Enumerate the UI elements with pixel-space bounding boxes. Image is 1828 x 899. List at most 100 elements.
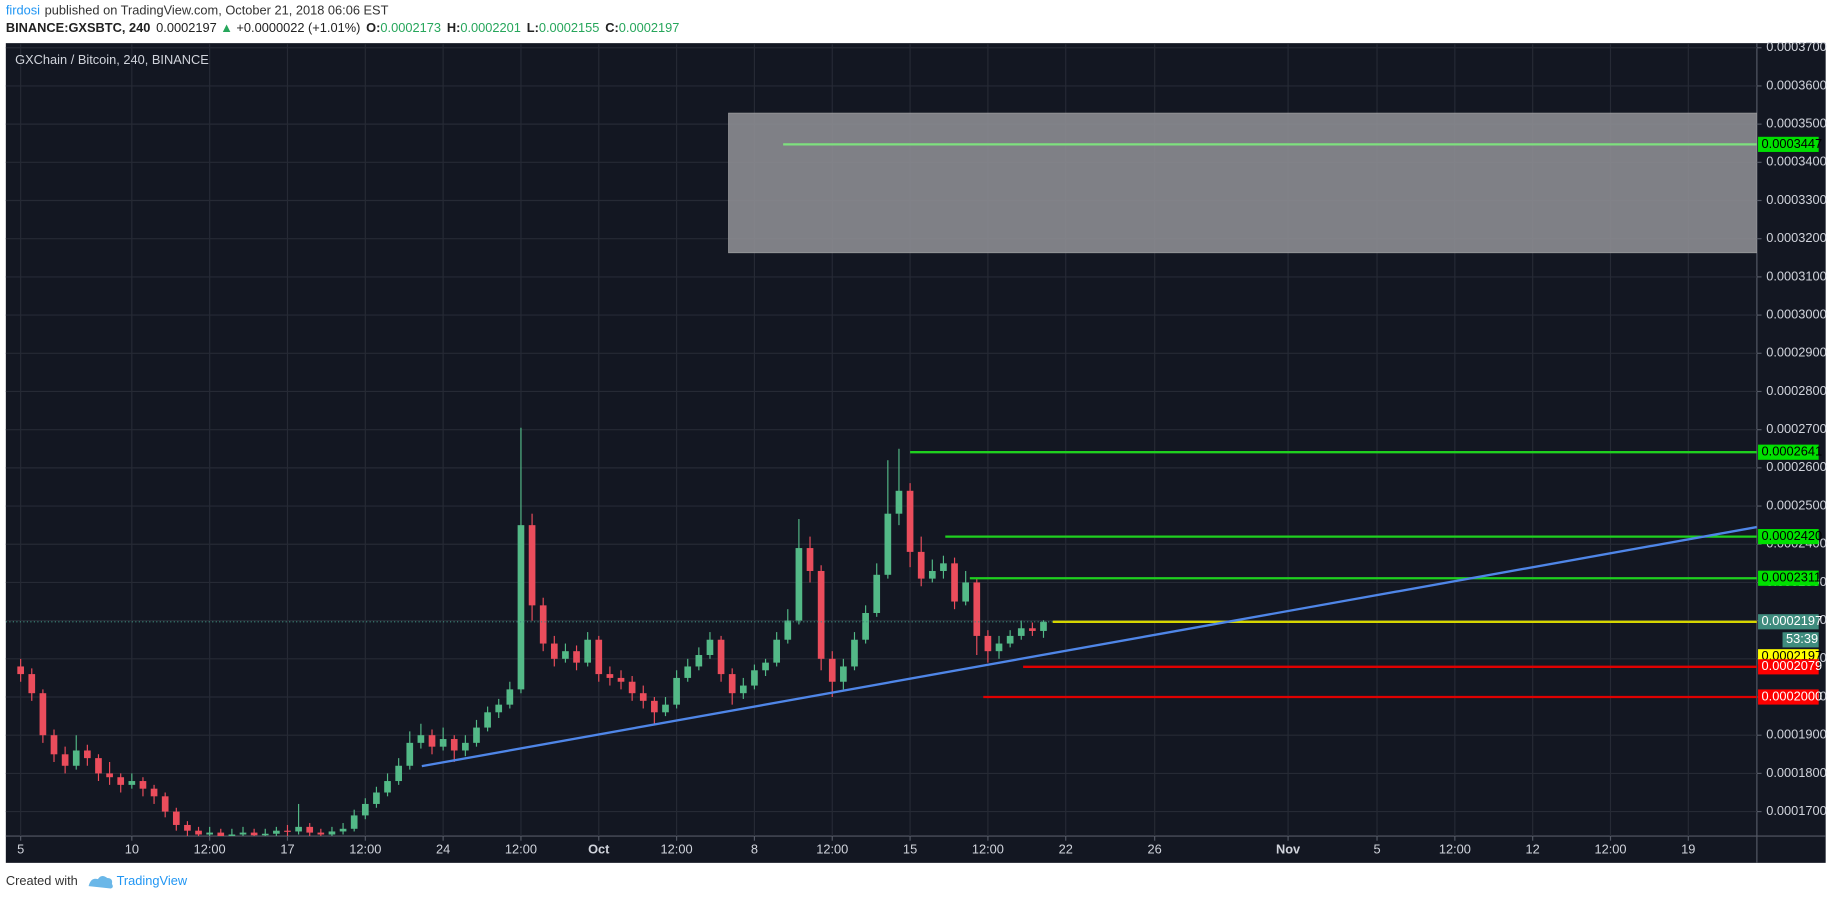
candle-body xyxy=(384,781,391,793)
candle-body xyxy=(806,548,814,571)
x-tick-label: 15 xyxy=(903,841,917,856)
y-tick-label: 0.0003600 xyxy=(1766,77,1827,92)
level-price-text: 0.0003447 xyxy=(1762,136,1823,151)
ohlc-label: L: xyxy=(527,21,539,36)
x-tick-label: 19 xyxy=(1681,841,1695,856)
level-price-label xyxy=(1758,136,1819,152)
candle-body xyxy=(373,792,380,804)
candle-body xyxy=(762,662,769,671)
x-tick-label: 10 xyxy=(125,841,139,856)
candle-body xyxy=(940,563,947,571)
level-price-text: 0.0002311 xyxy=(1762,570,1822,585)
x-tick-label: 12:00 xyxy=(505,841,537,856)
published: published on TradingView.com, October 21… xyxy=(45,3,389,18)
created-with: Created with xyxy=(6,873,78,888)
y-tick-label: 0.0003200 xyxy=(1766,230,1827,245)
candle-body xyxy=(1040,621,1047,631)
candle-body xyxy=(639,693,647,701)
change: +0.0000022 (+1.01%) xyxy=(236,21,360,36)
x-tick-label: 17 xyxy=(280,841,294,856)
candle-body xyxy=(250,832,258,836)
candle-body xyxy=(184,824,191,831)
level-price-text: 0.0002000 xyxy=(1762,688,1823,703)
candle-body xyxy=(673,677,680,705)
level-price-label xyxy=(1758,529,1819,545)
candle-body xyxy=(417,735,425,743)
candle-body xyxy=(39,693,47,736)
candle-body xyxy=(117,777,125,785)
candle-body xyxy=(462,742,469,751)
y-tick-label: 0.0001800 xyxy=(1766,765,1827,780)
x-tick-label: 12:00 xyxy=(972,841,1004,856)
last-price: 0.0002197 xyxy=(156,21,217,36)
ohlc-label: O: xyxy=(366,21,380,36)
level-price-text: 0.0002079 xyxy=(1762,658,1823,673)
last-price-label xyxy=(1758,614,1819,630)
last-price-text: 0.0002197 xyxy=(1762,613,1823,628)
candle-body xyxy=(328,831,336,835)
candle-body xyxy=(862,612,869,640)
symbol: BINANCE:GXSBTC, 240 xyxy=(6,21,151,36)
x-tick-label: 12:00 xyxy=(1594,841,1626,856)
candle-body xyxy=(684,666,692,678)
candle-body xyxy=(295,826,302,832)
candle-body xyxy=(973,582,981,636)
candle-body xyxy=(350,815,358,829)
quote-line: BINANCE:GXSBTC, 240 0.0002197 ▲ +0.0000022 … xyxy=(6,21,680,36)
level-price-label xyxy=(1758,689,1819,705)
candle-body xyxy=(595,639,603,675)
candle-body xyxy=(550,643,558,659)
candle-body xyxy=(795,548,803,621)
candle-body xyxy=(628,681,636,694)
level-price-label xyxy=(1758,570,1819,586)
candle-body xyxy=(161,796,169,812)
candle-body xyxy=(840,666,847,682)
candle-body xyxy=(751,670,758,686)
ohlc-label: C: xyxy=(605,21,619,36)
candle-body xyxy=(995,643,1003,652)
candle-body xyxy=(884,513,892,575)
zone xyxy=(728,112,1757,254)
candle-body xyxy=(495,704,503,713)
y-tick-label: 0.0002700 xyxy=(1766,421,1827,436)
x-tick-label: Nov xyxy=(1276,841,1301,856)
candle-body xyxy=(206,832,213,835)
author[interactable]: firdosi xyxy=(6,3,40,18)
y-tick-label: 0.0001700 xyxy=(1766,803,1827,818)
candle-body xyxy=(506,689,514,705)
close-value: 0.0002197 xyxy=(619,21,680,36)
candle-body xyxy=(50,735,58,755)
candle-body xyxy=(95,758,102,774)
candle-body xyxy=(828,658,836,682)
brand[interactable]: TradingView xyxy=(117,873,188,888)
countdown-label xyxy=(1782,632,1819,648)
y-tick-label: 0.0003100 xyxy=(1766,268,1827,283)
candle-body xyxy=(951,563,958,602)
candle-body xyxy=(195,830,202,835)
level-price-label xyxy=(1758,659,1819,675)
y-tick-label: 0.0001900 xyxy=(1766,727,1827,742)
x-tick-label: 12:00 xyxy=(1439,841,1471,856)
candle-body xyxy=(317,832,325,835)
candle-body xyxy=(962,582,970,602)
x-tick-label: 12:00 xyxy=(661,841,693,856)
candle-body xyxy=(84,750,91,759)
candle-body xyxy=(28,674,36,694)
candle-body xyxy=(539,605,547,644)
countdown-text: 53:39 xyxy=(1786,631,1818,646)
candle-body xyxy=(906,490,914,552)
axes: 0.0001700 0.0001800 0.0001900 0.0002000 0.00… xyxy=(17,39,1827,856)
publish-line: firdosi published on TradingView.com, Oct… xyxy=(6,3,389,18)
x-tick-label: Oct xyxy=(588,841,610,856)
candle-body xyxy=(306,826,314,833)
candle-body xyxy=(717,639,725,675)
y-tick-label: 0.0002500 xyxy=(1766,497,1827,512)
candle-body xyxy=(428,735,436,747)
open-value: 0.0002173 xyxy=(380,21,441,36)
candle-body xyxy=(873,574,881,613)
candle-body xyxy=(217,832,225,837)
candle-body xyxy=(817,570,825,659)
y-tick-label: 0.0003300 xyxy=(1766,192,1827,207)
candle-body xyxy=(606,674,614,678)
candle-body xyxy=(928,570,936,579)
